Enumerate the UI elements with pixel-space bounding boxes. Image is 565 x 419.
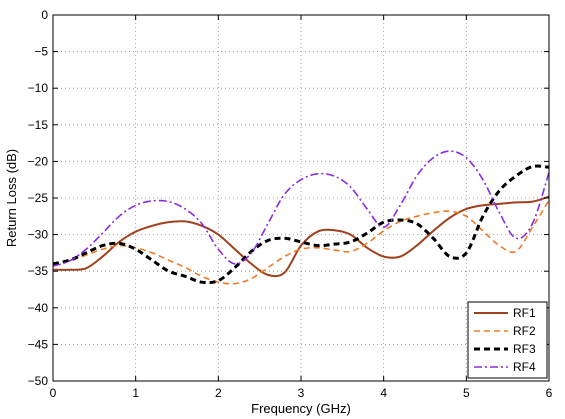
y-tick-label: −25	[28, 191, 49, 205]
legend-box	[467, 301, 548, 379]
series-line-rf2	[52, 199, 550, 285]
axis-ticks: 0 1 2 3 4 5 6 0 −5 −10 −15 −20 −25 −30 −35 −40 −45 −50	[28, 8, 553, 400]
legend-label-rf2: RF2	[513, 324, 536, 338]
y-tick-label: −35	[28, 264, 49, 278]
y-tick-label: −15	[28, 118, 49, 132]
x-tick-label: 2	[215, 386, 222, 400]
grid	[53, 15, 549, 381]
legend: RF1 RF2 RF3 RF4	[467, 301, 548, 379]
legend-label-rf4: RF4	[513, 360, 536, 374]
legend-label-rf1: RF1	[513, 306, 536, 320]
series-line-rf4	[52, 150, 550, 267]
series-lines	[52, 150, 550, 285]
x-tick-label: 6	[546, 386, 553, 400]
x-tick-label: 4	[380, 386, 387, 400]
y-axis-label: Return Loss (dB)	[4, 149, 19, 247]
x-tick-label: 0	[50, 386, 57, 400]
x-tick-label: 1	[132, 386, 139, 400]
y-tick-label: −20	[28, 154, 49, 168]
y-tick-label: −45	[28, 337, 49, 351]
y-tick-label: −10	[28, 81, 49, 95]
y-tick-label: −5	[34, 45, 48, 59]
series-line-rf1	[52, 195, 550, 278]
y-tick-label: −50	[28, 374, 49, 388]
y-tick-label: −30	[28, 228, 49, 242]
legend-label-rf3: RF3	[513, 342, 536, 356]
y-tick-label: 0	[41, 8, 48, 22]
x-tick-label: 3	[298, 386, 305, 400]
y-tick-label: −40	[28, 301, 49, 315]
x-tick-label: 5	[463, 386, 470, 400]
series-line-rf3	[52, 164, 550, 285]
x-axis-label: Frequency (GHz)	[251, 401, 351, 416]
